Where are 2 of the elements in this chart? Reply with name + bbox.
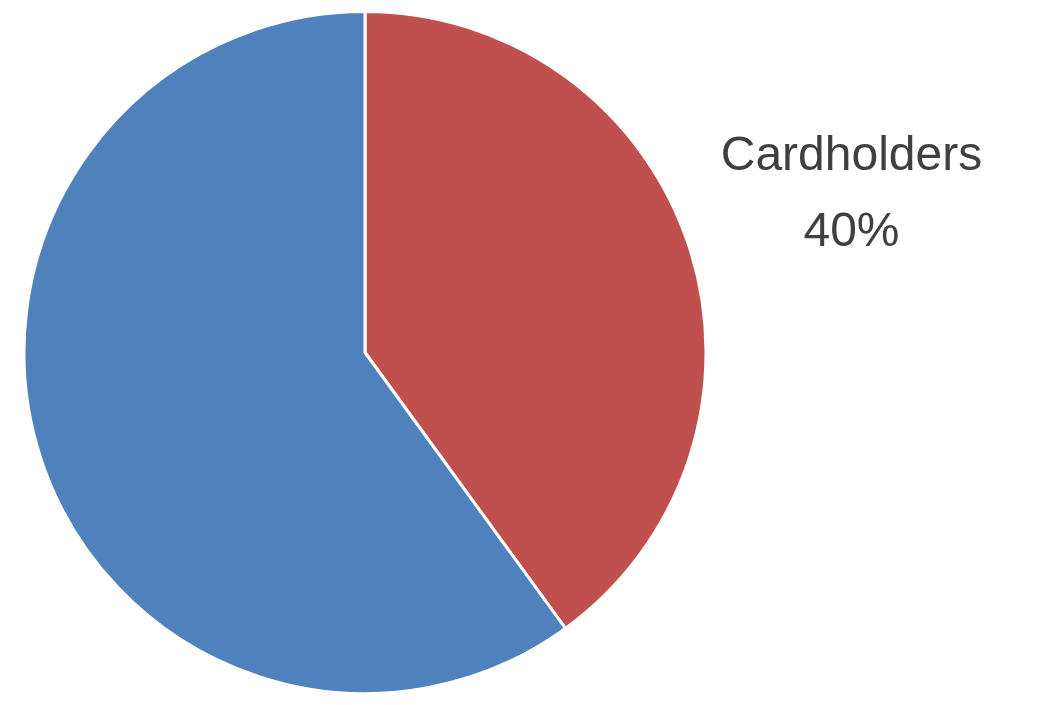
data-label: 40% xyxy=(803,202,900,256)
slice-label: Cardholders xyxy=(720,126,983,180)
